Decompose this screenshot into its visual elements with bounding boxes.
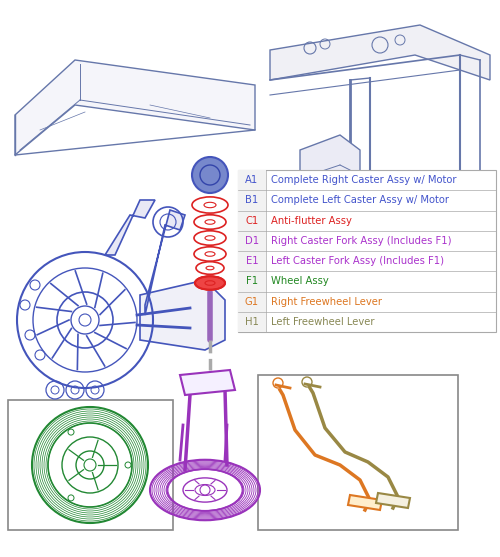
Bar <box>238 170 496 332</box>
Text: Complete Left Caster Assy w/ Motor: Complete Left Caster Assy w/ Motor <box>271 196 449 206</box>
Polygon shape <box>270 25 490 80</box>
Bar <box>238 190 266 211</box>
Text: Left Caster Fork Assy (Includes F1): Left Caster Fork Assy (Includes F1) <box>271 256 444 266</box>
Polygon shape <box>348 495 382 510</box>
Text: H1: H1 <box>245 317 259 327</box>
Text: Right Freewheel Lever: Right Freewheel Lever <box>271 297 382 306</box>
Text: Left Freewheel Lever: Left Freewheel Lever <box>271 317 374 327</box>
Polygon shape <box>300 135 360 210</box>
Bar <box>238 231 266 251</box>
Bar <box>238 211 266 231</box>
Bar <box>238 271 266 291</box>
Circle shape <box>192 157 228 193</box>
Ellipse shape <box>195 276 225 290</box>
Text: Complete Right Caster Assy w/ Motor: Complete Right Caster Assy w/ Motor <box>271 175 456 185</box>
Text: A1: A1 <box>246 175 258 185</box>
Bar <box>8 400 173 530</box>
Polygon shape <box>105 200 155 255</box>
Text: Right Caster Fork Assy (Includes F1): Right Caster Fork Assy (Includes F1) <box>271 236 452 246</box>
Text: Wheel Assy: Wheel Assy <box>271 276 329 286</box>
Text: C1: C1 <box>246 216 258 226</box>
Polygon shape <box>180 370 235 395</box>
Polygon shape <box>145 210 185 315</box>
Text: E1: E1 <box>246 256 258 266</box>
Text: B1: B1 <box>246 196 258 206</box>
Bar <box>258 375 458 530</box>
Text: G1: G1 <box>245 297 259 306</box>
Polygon shape <box>15 60 255 155</box>
Text: D1: D1 <box>245 236 259 246</box>
Bar <box>238 291 266 312</box>
Polygon shape <box>140 280 225 350</box>
Bar <box>238 312 266 332</box>
Text: F1: F1 <box>246 276 258 286</box>
Circle shape <box>419 232 431 244</box>
Polygon shape <box>376 493 410 508</box>
Text: Anti-flutter Assy: Anti-flutter Assy <box>271 216 352 226</box>
Bar <box>238 170 266 190</box>
Bar <box>238 251 266 271</box>
